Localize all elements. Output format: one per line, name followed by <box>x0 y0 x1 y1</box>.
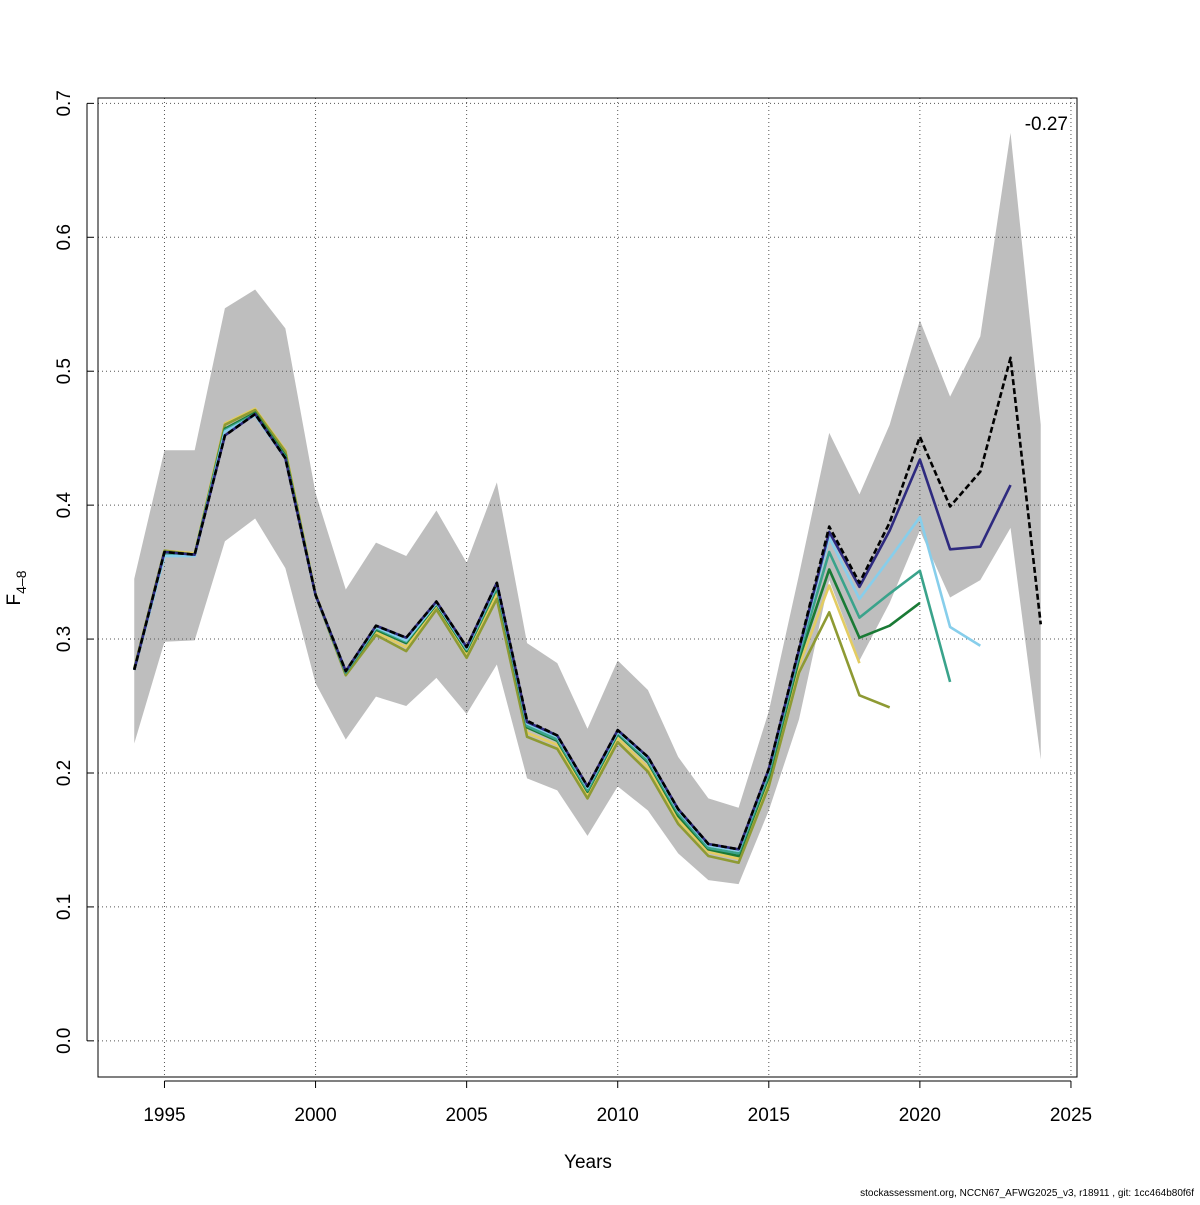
x-tick-label: 2000 <box>294 1105 336 1126</box>
series-line <box>132 356 1043 851</box>
footer: stockassessment.org, NCCN67_AFWG2025_v3,… <box>860 1188 1194 1199</box>
x-tick-label: 2015 <box>748 1105 790 1126</box>
plot-frame <box>97 97 1078 1078</box>
y-tick-label: 0.7 <box>54 90 75 116</box>
x-tick-label: 2025 <box>1050 1105 1092 1126</box>
x-tick-label: 1995 <box>143 1105 185 1126</box>
y-axis-label-sub: 4–8 <box>13 570 29 594</box>
x-tick-label: 2010 <box>597 1105 639 1126</box>
annotation: -0.27 <box>1025 114 1068 135</box>
y-tick-label: 0.2 <box>54 760 75 786</box>
y-tick-label: 0.5 <box>54 358 75 384</box>
plot: 1995 2000 2005 2010 2015 2020 2025 0.0 0.1 0.2 0.3… <box>54 90 1092 1126</box>
x-tick-label: 2020 <box>899 1105 941 1126</box>
y-tick-label: 0.0 <box>54 1028 75 1054</box>
y-tick-label: 0.3 <box>54 626 75 652</box>
y-axis-label: F4–8 <box>4 570 29 605</box>
x-tick-label: 2005 <box>445 1105 487 1126</box>
y-tick-label: 0.1 <box>54 894 75 920</box>
series-line <box>132 408 891 865</box>
y-tick-label: 0.6 <box>54 224 75 250</box>
confidence-band <box>134 132 1041 885</box>
x-axis-label: Years <box>564 1152 612 1173</box>
y-axis-label-main: F <box>4 594 25 606</box>
y-tick-label: 0.4 <box>54 492 75 519</box>
